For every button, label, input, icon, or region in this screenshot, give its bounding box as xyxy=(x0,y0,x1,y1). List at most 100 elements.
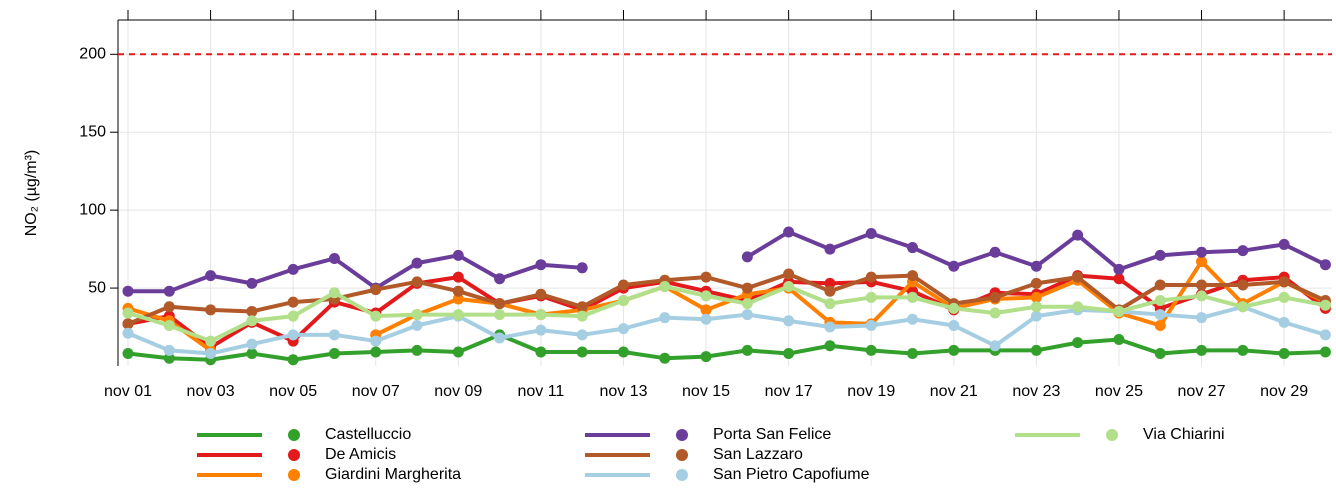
y-tick-label: 150 xyxy=(79,123,106,140)
data-point xyxy=(1154,295,1166,307)
data-point xyxy=(494,332,506,344)
legend-label: San Pietro Capofiume xyxy=(713,466,870,483)
data-point xyxy=(824,340,836,352)
x-tick-label: nov 15 xyxy=(682,383,730,400)
data-point xyxy=(1237,245,1249,257)
legend-marker xyxy=(288,429,300,441)
data-point xyxy=(1072,271,1084,283)
data-point xyxy=(948,319,960,331)
data-point xyxy=(1154,319,1166,331)
data-point xyxy=(163,352,175,364)
series-line xyxy=(127,284,1326,344)
series-line xyxy=(128,253,583,294)
data-point xyxy=(1030,301,1042,313)
data-point xyxy=(824,321,836,333)
data-point xyxy=(1319,299,1331,311)
data-point xyxy=(1113,273,1125,285)
data-point xyxy=(1030,291,1042,303)
data-point xyxy=(1072,229,1084,241)
x-tick-label: nov 11 xyxy=(517,383,564,400)
x-tick-label: nov 19 xyxy=(847,383,895,400)
data-point xyxy=(741,282,753,294)
data-point xyxy=(865,319,877,331)
data-point xyxy=(205,348,217,360)
data-point xyxy=(700,313,712,325)
data-point xyxy=(948,344,960,356)
data-point xyxy=(907,270,919,282)
data-point xyxy=(287,329,299,341)
legend-marker xyxy=(1106,429,1118,441)
data-point xyxy=(824,243,836,255)
data-point xyxy=(1196,312,1208,324)
data-point xyxy=(1278,348,1290,360)
data-point xyxy=(1030,277,1042,289)
data-point xyxy=(741,344,753,356)
series-line xyxy=(127,304,1326,356)
data-point xyxy=(163,319,175,331)
data-point xyxy=(576,310,588,322)
x-tick-label: nov 27 xyxy=(1178,383,1226,400)
data-point xyxy=(1113,263,1125,275)
data-point xyxy=(948,260,960,272)
data-point xyxy=(494,298,506,310)
series-line xyxy=(127,273,1327,350)
data-point xyxy=(989,307,1001,319)
data-point xyxy=(907,313,919,325)
data-point xyxy=(948,302,960,314)
data-point xyxy=(370,335,382,347)
legend-marker xyxy=(288,449,300,461)
data-point xyxy=(411,309,423,321)
data-point xyxy=(370,310,382,322)
x-tick-label: nov 23 xyxy=(1012,383,1060,400)
data-point xyxy=(576,301,588,313)
data-point xyxy=(287,354,299,366)
data-point xyxy=(659,312,671,324)
data-point xyxy=(1278,291,1290,303)
data-point xyxy=(659,281,671,293)
data-point xyxy=(328,287,340,299)
x-tick-label: nov 17 xyxy=(765,383,813,400)
data-point xyxy=(1030,310,1042,322)
legend-label: San Lazzaro xyxy=(713,446,803,463)
data-point xyxy=(535,259,547,271)
x-tick-label: nov 29 xyxy=(1260,383,1308,400)
data-point xyxy=(659,352,671,364)
data-point xyxy=(1196,279,1208,291)
data-point xyxy=(783,315,795,327)
data-point xyxy=(452,309,464,321)
data-point xyxy=(411,344,423,356)
x-tick-label: nov 05 xyxy=(269,383,317,400)
data-point xyxy=(1196,256,1208,268)
data-point xyxy=(824,277,836,289)
data-point xyxy=(1113,305,1125,317)
data-point xyxy=(328,329,340,341)
data-point xyxy=(246,277,258,289)
data-point xyxy=(1196,290,1208,302)
data-point xyxy=(1030,344,1042,356)
data-point xyxy=(741,298,753,310)
data-point xyxy=(246,315,258,327)
data-point xyxy=(452,346,464,358)
data-point xyxy=(741,309,753,321)
data-point xyxy=(287,296,299,308)
data-point xyxy=(1154,279,1166,291)
data-point xyxy=(1237,279,1249,291)
data-point xyxy=(1154,309,1166,321)
data-point xyxy=(246,348,258,360)
y-tick-label: 200 xyxy=(79,46,106,63)
data-point xyxy=(989,291,1001,303)
data-point xyxy=(700,271,712,283)
data-point xyxy=(535,288,547,300)
data-point xyxy=(907,242,919,254)
legend-label: Porta San Felice xyxy=(713,426,831,443)
data-point xyxy=(1196,344,1208,356)
data-point xyxy=(411,257,423,269)
data-point xyxy=(989,340,1001,352)
data-point xyxy=(1319,346,1331,358)
data-point xyxy=(576,346,588,358)
data-point xyxy=(783,281,795,293)
data-point xyxy=(287,310,299,322)
data-point xyxy=(205,335,217,347)
data-point xyxy=(824,285,836,297)
